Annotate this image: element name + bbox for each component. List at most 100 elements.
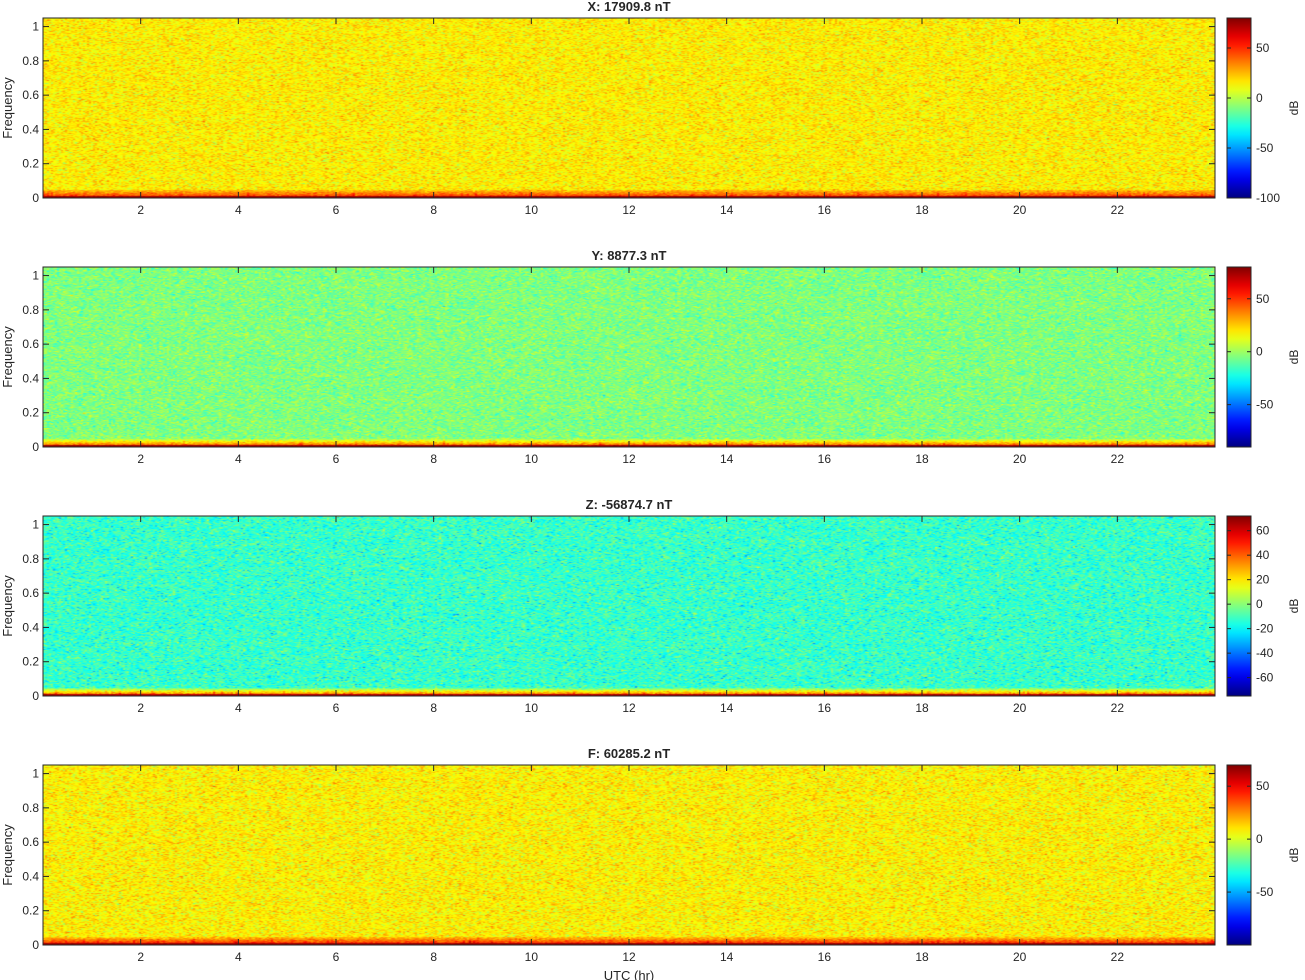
y-tick-label: 0.6 [22, 835, 39, 849]
x-tick-label: 22 [1111, 452, 1125, 466]
x-tick-label: 6 [333, 452, 340, 466]
x-tick-label: 14 [720, 950, 734, 964]
y-tick-label: 0.8 [22, 303, 39, 317]
y-axis-label: Frequency [0, 575, 15, 637]
y-tick-label: 0 [32, 938, 39, 952]
colorbar-tick-label: 0 [1256, 597, 1263, 611]
panel-title: X: 17909.8 nT [587, 0, 670, 14]
x-tick-label: 12 [622, 203, 636, 217]
y-axis-label: Frequency [0, 824, 15, 886]
x-tick-label: 18 [915, 701, 929, 715]
y-tick-label: 0.8 [22, 54, 39, 68]
colorbar-label: dB [1287, 848, 1301, 863]
x-tick-label: 8 [430, 701, 437, 715]
x-tick-label: 2 [137, 701, 144, 715]
y-tick-label: 0.2 [22, 904, 39, 918]
x-tick-label: 6 [333, 701, 340, 715]
x-tick-label: 8 [430, 452, 437, 466]
y-tick-label: 0.8 [22, 801, 39, 815]
colorbar-label: dB [1287, 350, 1301, 365]
colorbar-tick-label: 0 [1256, 832, 1263, 846]
colorbar-tick-label: -50 [1256, 141, 1274, 155]
colorbar-tick-label: -50 [1256, 398, 1274, 412]
spectrogram-image [43, 18, 1215, 198]
x-tick-label: 6 [333, 950, 340, 964]
colorbar-tick-label: 60 [1256, 524, 1270, 538]
colorbar-tick-label: -100 [1256, 191, 1280, 205]
x-tick-label: 20 [1013, 701, 1027, 715]
colorbar: -100 -50 0 50 dB [1226, 17, 1301, 205]
colorbar: -50 0 50 dB [1226, 266, 1301, 448]
y-tick-label: 0.6 [22, 337, 39, 351]
colorbar-tick-label: -50 [1256, 885, 1274, 899]
colorbar-tick-label: 50 [1256, 41, 1270, 55]
x-tick-label: 2 [137, 452, 144, 466]
x-tick-label: 2 [137, 203, 144, 217]
y-tick-label: 1 [32, 20, 39, 34]
colorbar-gradient [1226, 515, 1252, 697]
x-tick-label: 14 [720, 452, 734, 466]
colorbar-tick-label: 50 [1256, 779, 1270, 793]
x-tick-label: 8 [430, 950, 437, 964]
colorbar: -60 -40 -20 0 20 40 60 dB [1226, 515, 1301, 697]
spectrogram-image [43, 765, 1215, 945]
panel-title: Z: -56874.7 nT [586, 497, 673, 512]
x-tick-label: 18 [915, 452, 929, 466]
colorbar-gradient [1226, 17, 1252, 199]
colorbar-tick-label: -60 [1256, 671, 1274, 685]
x-tick-label: 18 [915, 950, 929, 964]
colorbar-label: dB [1287, 101, 1301, 116]
y-tick-label: 0 [32, 191, 39, 205]
y-axis-label: Frequency [0, 77, 15, 139]
y-tick-label: 0.4 [22, 620, 39, 634]
colorbar-tick-label: -20 [1256, 622, 1274, 636]
x-tick-label: 12 [622, 950, 636, 964]
x-tick-label: 16 [818, 452, 832, 466]
colorbar-tick-label: 0 [1256, 345, 1263, 359]
y-tick-label: 0.2 [22, 406, 39, 420]
spectrogram-image [43, 516, 1215, 696]
spectrogram-panel: 2 4 6 8 10 12 14 16 18 20 22 0 0.2 0.4 0.6 0.8 1 Z: -5687… [0, 497, 1301, 715]
panel-title: F: 60285.2 nT [588, 746, 670, 761]
x-tick-label: 20 [1013, 950, 1027, 964]
y-axis-label: Frequency [0, 326, 15, 388]
x-tick-label: 22 [1111, 950, 1125, 964]
x-tick-label: 14 [720, 701, 734, 715]
x-tick-label: 4 [235, 950, 242, 964]
x-axis-label: UTC (hr) [604, 968, 655, 980]
spectrogram-panel: 2 4 6 8 10 12 14 16 18 20 22 0 0.2 0.4 0.6 0.8 1 X: 17909… [0, 0, 1301, 217]
x-tick-label: 10 [525, 950, 539, 964]
x-tick-label: 20 [1013, 452, 1027, 466]
x-tick-label: 8 [430, 203, 437, 217]
y-tick-label: 1 [32, 269, 39, 283]
x-tick-label: 10 [525, 701, 539, 715]
x-tick-label: 16 [818, 950, 832, 964]
y-tick-label: 0.4 [22, 371, 39, 385]
x-tick-label: 22 [1111, 203, 1125, 217]
x-tick-label: 10 [525, 452, 539, 466]
colorbar-tick-label: 20 [1256, 573, 1270, 587]
x-tick-label: 6 [333, 203, 340, 217]
y-tick-label: 0.2 [22, 157, 39, 171]
x-tick-label: 22 [1111, 701, 1125, 715]
colorbar-tick-label: 50 [1256, 292, 1270, 306]
y-tick-label: 0.6 [22, 88, 39, 102]
x-tick-label: 18 [915, 203, 929, 217]
y-tick-label: 1 [32, 518, 39, 532]
y-tick-label: 0.2 [22, 655, 39, 669]
x-tick-label: 12 [622, 452, 636, 466]
colorbar-gradient [1226, 266, 1252, 448]
x-tick-label: 4 [235, 452, 242, 466]
x-tick-label: 10 [525, 203, 539, 217]
y-tick-label: 0.4 [22, 869, 39, 883]
colorbar-tick-label: 0 [1256, 91, 1263, 105]
y-tick-label: 0 [32, 689, 39, 703]
spectrogram-panel: 2 4 6 8 10 12 14 16 18 20 22 0 0.2 0.4 0.6 0.8 1 Y: 8877.… [0, 248, 1301, 466]
colorbar: -50 0 50 dB [1226, 764, 1301, 946]
colorbar-tick-label: 40 [1256, 548, 1270, 562]
panel-title: Y: 8877.3 nT [592, 248, 667, 263]
x-tick-label: 20 [1013, 203, 1027, 217]
x-tick-label: 4 [235, 203, 242, 217]
x-tick-label: 2 [137, 950, 144, 964]
